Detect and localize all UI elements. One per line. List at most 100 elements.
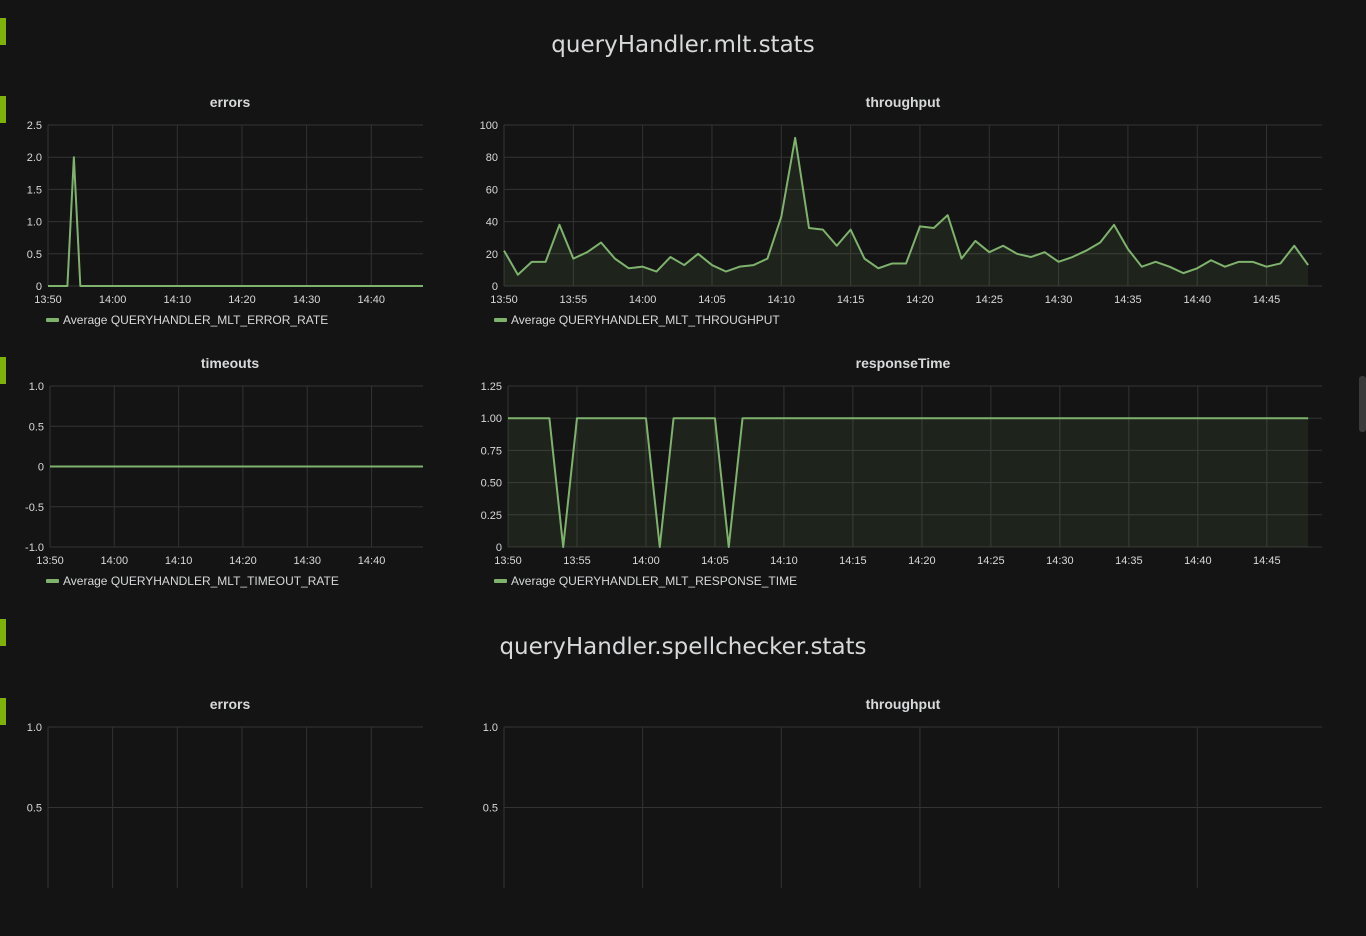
y-tick-label: 20 bbox=[486, 249, 498, 261]
chart-spell-throughput: 0.5 1.0 bbox=[483, 722, 1322, 888]
chart-mlt-throughput: 0 20 40 60 80 100 13:50 13:55 14:00 14:05 14:10 14:… bbox=[480, 120, 1322, 306]
y-tick-label: -1.0 bbox=[25, 542, 44, 554]
chart-mlt-responsetime: 0 0.25 0.50 0.75 1.00 1.25 13:50 13:55 14:00 14:0… bbox=[481, 381, 1322, 567]
x-tick-label: 13:50 bbox=[490, 294, 518, 306]
x-tick-label: 14:30 bbox=[1046, 555, 1074, 567]
panel-mlt-timeouts[interactable]: timeouts -1.0 -0.5 0 0.5 1.0 13:50 14:00 14:10 1… bbox=[0, 355, 440, 595]
y-tick-label: 0 bbox=[36, 281, 42, 293]
panel-mlt-responsetime[interactable]: responseTime 0 0.25 0.50 0.75 1.00 1.25 13:50 1… bbox=[448, 355, 1366, 595]
y-tick-label: 80 bbox=[486, 152, 498, 164]
panel-title[interactable]: throughput bbox=[865, 696, 941, 712]
y-tick-label: 0 bbox=[38, 462, 44, 474]
y-tick-label: 0.5 bbox=[29, 421, 44, 433]
row-collapse-handle[interactable] bbox=[0, 357, 6, 384]
x-tick-label: 14:45 bbox=[1253, 294, 1281, 306]
x-tick-label: 14:10 bbox=[165, 555, 193, 567]
legend-swatch bbox=[46, 579, 59, 583]
x-tick-label: 14:00 bbox=[629, 294, 657, 306]
legend-item[interactable]: Average QUERYHANDLER_MLT_ERROR_RATE bbox=[46, 313, 328, 327]
row-collapse-handle[interactable] bbox=[0, 698, 6, 725]
y-tick-label: 2.5 bbox=[27, 120, 42, 132]
x-tick-label: 14:10 bbox=[768, 294, 796, 306]
panel-spell-throughput[interactable]: throughput 0.5 1.0 bbox=[448, 696, 1366, 888]
x-tick-label: 13:55 bbox=[560, 294, 588, 306]
x-tick-label: 14:05 bbox=[698, 294, 726, 306]
x-tick-label: 14:20 bbox=[908, 555, 936, 567]
section-title: queryHandler.mlt.stats bbox=[551, 32, 815, 58]
series-line bbox=[48, 156, 423, 287]
x-tick-label: 14:15 bbox=[837, 294, 865, 306]
row-collapse-handle[interactable] bbox=[0, 619, 6, 646]
x-tick-label: 14:20 bbox=[228, 294, 256, 306]
x-tick-label: 13:50 bbox=[36, 555, 64, 567]
y-tick-label: 60 bbox=[486, 184, 498, 196]
panel-title[interactable]: errors bbox=[209, 94, 251, 110]
x-tick-label: 13:55 bbox=[563, 555, 591, 567]
y-tick-label: 0.75 bbox=[481, 445, 502, 457]
x-tick-label: 14:00 bbox=[632, 555, 660, 567]
x-tick-label: 14:25 bbox=[977, 555, 1005, 567]
x-tick-label: 14:10 bbox=[770, 555, 798, 567]
chart-mlt-timeouts: -1.0 -0.5 0 0.5 1.0 13:50 14:00 14:10 14:20 14:30… bbox=[25, 381, 423, 567]
y-tick-label: -0.5 bbox=[25, 502, 44, 514]
series-line bbox=[508, 417, 1309, 548]
y-tick-label: 0.5 bbox=[27, 803, 42, 815]
panel-title[interactable]: timeouts bbox=[200, 355, 260, 371]
y-tick-label: 1.0 bbox=[483, 722, 498, 734]
series-line bbox=[503, 136, 1309, 276]
y-tick-label: 40 bbox=[486, 217, 498, 229]
x-tick-label: 14:20 bbox=[229, 555, 257, 567]
y-tick-label: 0.25 bbox=[481, 510, 502, 522]
row-collapse-handle[interactable] bbox=[0, 18, 6, 45]
x-tick-label: 13:50 bbox=[494, 555, 522, 567]
section-title: queryHandler.spellchecker.stats bbox=[499, 634, 867, 660]
x-tick-label: 14:30 bbox=[293, 294, 321, 306]
x-tick-label: 14:25 bbox=[975, 294, 1003, 306]
y-tick-label: 1.0 bbox=[29, 381, 44, 393]
x-tick-label: 14:40 bbox=[358, 555, 386, 567]
x-tick-label: 14:15 bbox=[839, 555, 867, 567]
panel-spell-errors[interactable]: errors 0.5 1.0 bbox=[0, 696, 440, 888]
x-tick-label: 14:00 bbox=[101, 555, 129, 567]
y-tick-label: 2.0 bbox=[27, 152, 42, 164]
x-tick-label: 14:45 bbox=[1253, 555, 1281, 567]
y-tick-label: 1.25 bbox=[481, 381, 502, 393]
legend-item[interactable]: Average QUERYHANDLER_MLT_THROUGHPUT bbox=[494, 313, 780, 327]
y-tick-label: 1.0 bbox=[27, 722, 42, 734]
series-area bbox=[508, 418, 1309, 547]
panel-title[interactable]: errors bbox=[209, 696, 251, 712]
panel-mlt-throughput[interactable]: throughput 0 20 40 60 80 100 13:50 13:55 14:00 14… bbox=[448, 94, 1366, 334]
legend-label: Average QUERYHANDLER_MLT_RESPONSE_TIME bbox=[511, 574, 798, 588]
x-tick-label: 14:00 bbox=[99, 294, 127, 306]
x-tick-label: 14:40 bbox=[358, 294, 386, 306]
row-collapse-handle[interactable] bbox=[0, 96, 6, 123]
y-tick-label: 1.0 bbox=[27, 217, 42, 229]
legend-swatch bbox=[494, 579, 507, 583]
x-tick-label: 14:10 bbox=[164, 294, 192, 306]
x-tick-label: 14:30 bbox=[293, 555, 321, 567]
x-tick-label: 14:35 bbox=[1114, 294, 1142, 306]
y-tick-label: 0.5 bbox=[483, 803, 498, 815]
scrollbar[interactable] bbox=[1359, 376, 1366, 432]
x-tick-label: 14:30 bbox=[1045, 294, 1073, 306]
x-tick-label: 14:40 bbox=[1183, 294, 1211, 306]
chart-spell-errors: 0.5 1.0 bbox=[27, 722, 423, 888]
panel-mlt-errors[interactable]: errors 0 0.5 1.0 1.5 2.0 2.5 13:50 14:00 14:10 14… bbox=[0, 94, 440, 334]
legend-item[interactable]: Average QUERYHANDLER_MLT_RESPONSE_TIME bbox=[494, 574, 797, 588]
legend-swatch bbox=[494, 318, 507, 322]
y-tick-label: 1.00 bbox=[481, 413, 502, 425]
legend-item[interactable]: Average QUERYHANDLER_MLT_TIMEOUT_RATE bbox=[46, 574, 339, 588]
y-tick-label: 100 bbox=[480, 120, 498, 132]
y-tick-label: 0.5 bbox=[27, 249, 42, 261]
chart-mlt-errors: 0 0.5 1.0 1.5 2.0 2.5 13:50 14:00 14:10 14:20 14:3… bbox=[27, 120, 423, 306]
x-tick-label: 14:40 bbox=[1184, 555, 1212, 567]
x-tick-label: 14:20 bbox=[906, 294, 934, 306]
legend-label: Average QUERYHANDLER_MLT_ERROR_RATE bbox=[63, 313, 329, 327]
series-area bbox=[504, 137, 1309, 286]
panel-title[interactable]: responseTime bbox=[855, 355, 951, 371]
panel-title[interactable]: throughput bbox=[865, 94, 941, 110]
y-tick-label: 0 bbox=[492, 281, 498, 293]
y-tick-label: 0 bbox=[496, 542, 502, 554]
x-tick-label: 13:50 bbox=[34, 294, 62, 306]
legend-label: Average QUERYHANDLER_MLT_THROUGHPUT bbox=[511, 313, 780, 327]
